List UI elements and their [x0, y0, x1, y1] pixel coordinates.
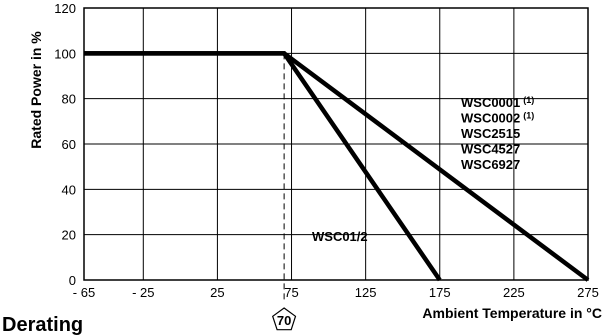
marker-label: 70: [277, 313, 291, 328]
y-tick-label: 40: [62, 182, 76, 197]
x-tick-labels: - 65 - 25 25 75 125 175 225 275: [73, 285, 599, 300]
x-tick-label: 175: [429, 285, 451, 300]
y-tick-label: 120: [54, 1, 76, 16]
series-line-0: [84, 51, 442, 282]
plot-frame: [83, 7, 589, 281]
x-tick-label: 275: [577, 285, 599, 300]
x-tick-label: - 25: [132, 285, 154, 300]
marker-pentagon: [271, 307, 297, 331]
series-label: WSC2515: [461, 126, 520, 141]
x-tick-label: 125: [355, 285, 377, 300]
y-tick-label: 0: [69, 273, 76, 288]
series-label: WSC0002 (1): [461, 111, 534, 126]
y-tick-label: 60: [62, 137, 76, 152]
chart-title: Derating: [2, 314, 83, 335]
x-tick-label: 75: [284, 285, 298, 300]
y-tick-label: 100: [54, 46, 76, 61]
series-labels-group: WSC0001 (1)WSC0002 (1)WSC2515WSC4527WSC692…: [461, 95, 534, 172]
y-tick-labels: 0 20 40 60 80 100 120: [54, 1, 76, 288]
y-tick-label: 20: [62, 228, 76, 243]
x-axis-label: Ambient Temperature in °C: [422, 305, 602, 321]
x-tick-label: - 65: [73, 285, 95, 300]
x-tick-label: 225: [503, 285, 525, 300]
y-axis-label: Rated Power in %: [28, 31, 44, 149]
x-tick-label: 25: [210, 285, 224, 300]
y-tick-label: 80: [62, 92, 76, 107]
grid: [83, 7, 589, 281]
series-label: WSC4527: [461, 142, 520, 157]
series-label-wsc01-2: WSC01/2: [312, 229, 368, 244]
series-label: WSC6927: [461, 157, 520, 172]
temperature-marker: 70: [271, 53, 297, 331]
series-label: WSC0001 (1): [461, 95, 534, 110]
